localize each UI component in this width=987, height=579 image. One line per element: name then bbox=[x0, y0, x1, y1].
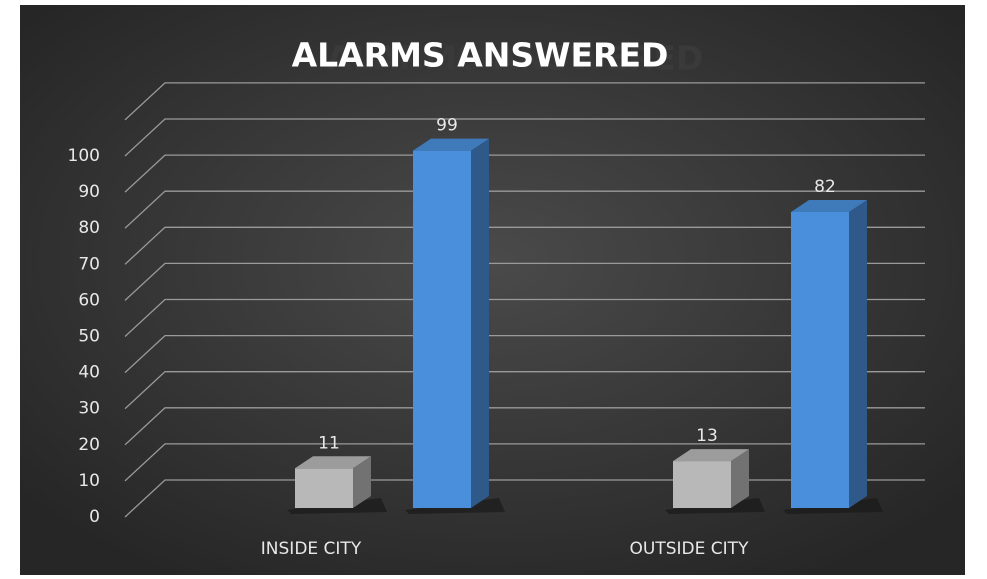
grid-line bbox=[124, 371, 925, 410]
grid-line bbox=[124, 262, 925, 301]
bar-top bbox=[791, 199, 867, 212]
value-label: 99 bbox=[436, 116, 458, 136]
y-tick-label: 10 bbox=[78, 471, 100, 491]
bar bbox=[791, 211, 849, 509]
y-tick-label: 30 bbox=[78, 399, 100, 419]
title-shadow: ALARMS ANSWERED bbox=[327, 39, 704, 78]
x-tick-label: OUTSIDE CITY bbox=[630, 539, 750, 559]
y-tick-label: 40 bbox=[78, 363, 100, 383]
bar-side bbox=[849, 199, 867, 509]
grid-line bbox=[124, 226, 925, 265]
y-tick-label: 80 bbox=[78, 218, 100, 238]
value-label: 82 bbox=[814, 177, 836, 197]
bar-top bbox=[673, 449, 749, 462]
bar bbox=[295, 468, 353, 508]
frame-line bbox=[124, 82, 925, 121]
y-tick-label: 20 bbox=[78, 435, 100, 455]
grid-line bbox=[124, 190, 925, 229]
chart-title: ALARMS ANSWERED bbox=[292, 36, 669, 75]
grid-line bbox=[124, 334, 925, 374]
y-tick-label: 100 bbox=[68, 146, 100, 166]
bar-side bbox=[353, 456, 371, 508]
y-tick-label: 0 bbox=[89, 507, 100, 527]
y-tick-label: 50 bbox=[78, 327, 100, 347]
bar bbox=[413, 150, 471, 509]
grid-line bbox=[124, 298, 925, 337]
value-label: 11 bbox=[318, 433, 340, 453]
value-label: 13 bbox=[696, 426, 718, 446]
y-tick-label: 90 bbox=[78, 182, 100, 202]
bar bbox=[673, 461, 731, 508]
grid-line bbox=[124, 154, 925, 193]
grid-line bbox=[124, 479, 925, 518]
grid-line bbox=[124, 407, 925, 446]
bar-top bbox=[295, 456, 371, 469]
bar-side bbox=[471, 138, 489, 509]
grid-line bbox=[124, 118, 925, 157]
y-tick-label: 70 bbox=[78, 254, 100, 274]
y-tick-label: 60 bbox=[78, 290, 100, 310]
bar-top bbox=[413, 138, 489, 151]
x-tick-label: INSIDE CITY bbox=[261, 539, 362, 559]
grid-line bbox=[124, 443, 925, 482]
bar-side bbox=[731, 449, 749, 508]
